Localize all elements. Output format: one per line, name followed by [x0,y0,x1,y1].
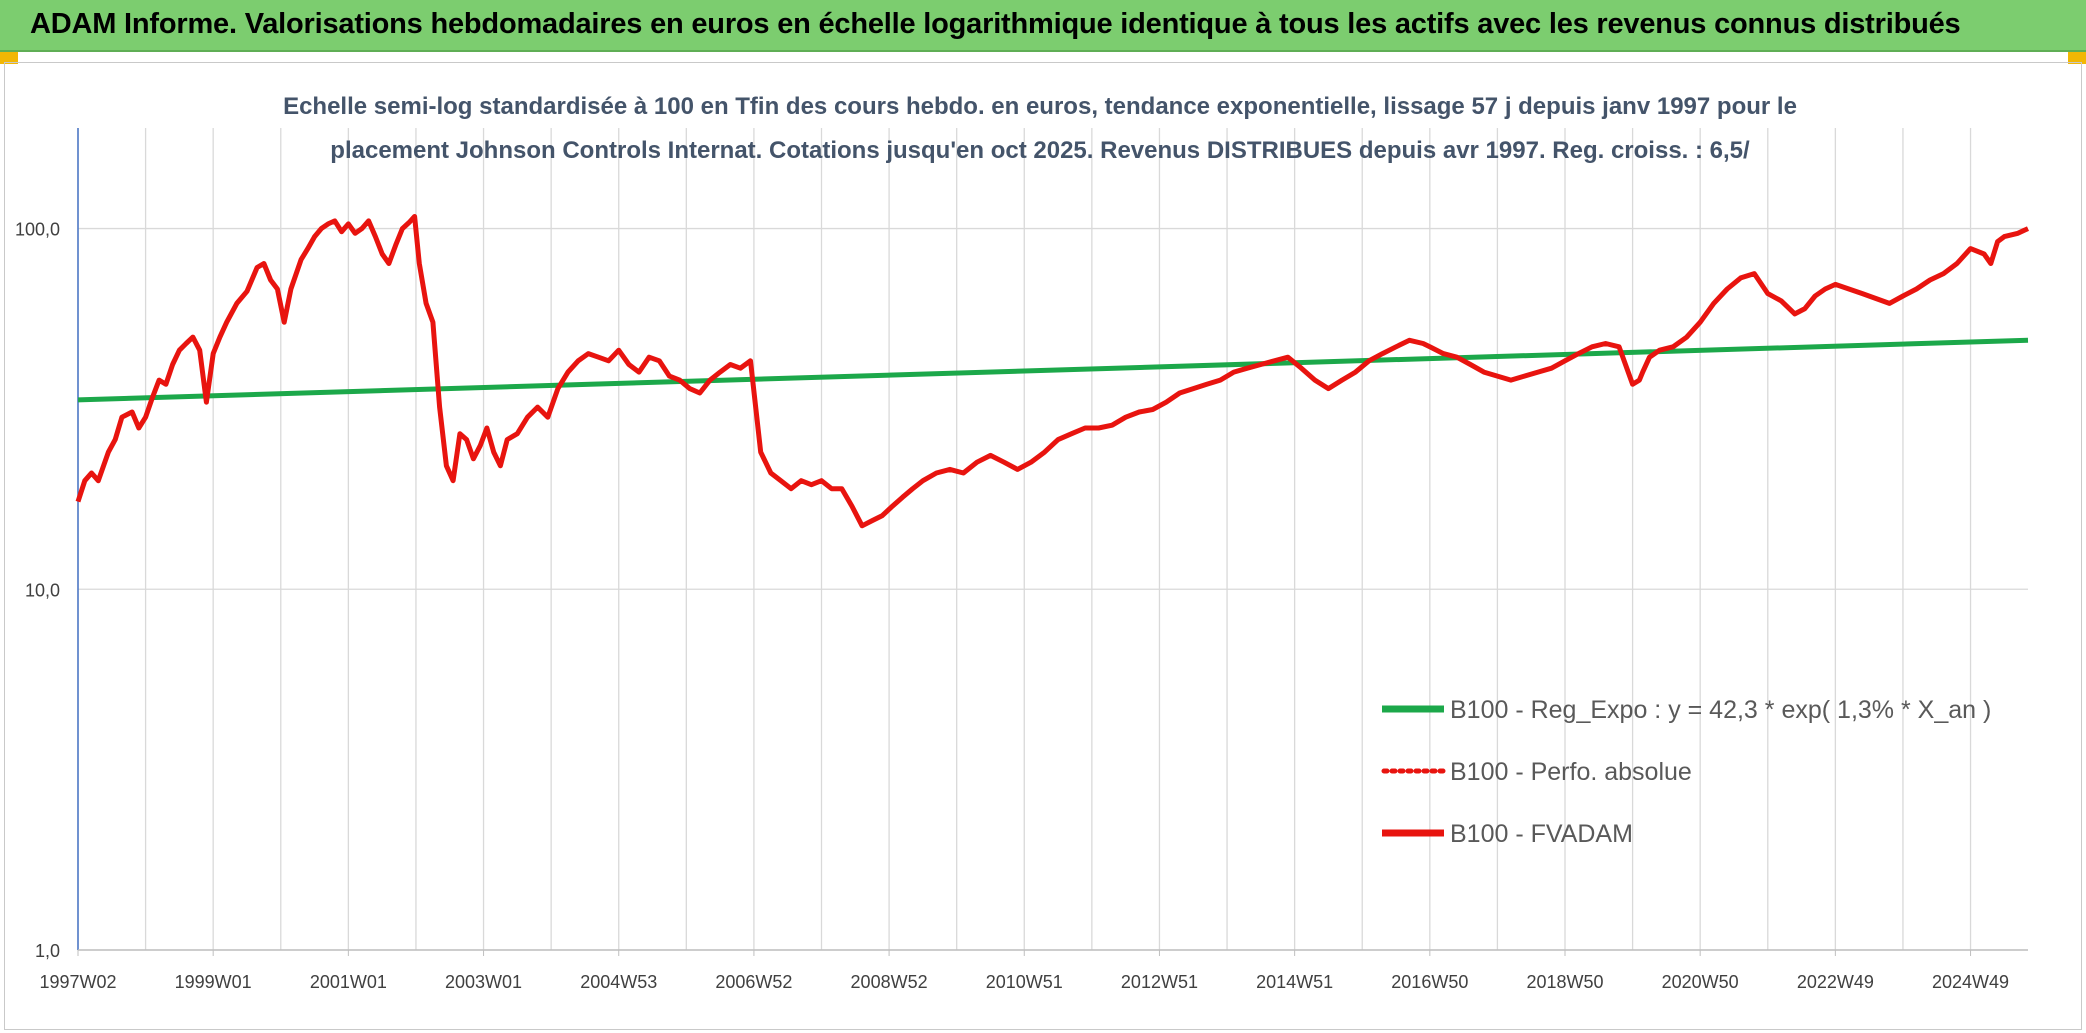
chart-series [75,214,2030,529]
chart-frame [4,62,2082,1030]
x-tick-label: 2003W01 [445,972,522,992]
legend-label-fvadam: B100 - FVADAM [1450,820,1633,848]
report-banner: ADAM Informe. Valorisations hebdomadaire… [0,0,2086,52]
x-tick-label: 2012W51 [1121,972,1198,992]
series-fvadam-line [75,214,2030,529]
x-tick-label: 2018W50 [1526,972,1603,992]
x-tick-label: 1999W01 [175,972,252,992]
chart-subtitle-line-1: Echelle semi-log standardisée à 100 en T… [283,93,1797,120]
y-tick-label: 10,0 [25,580,60,600]
x-tick-label: 1997W02 [39,972,116,992]
x-tick-label: 2020W50 [1662,972,1739,992]
chart-subtitle-line-2: placement Johnson Controls Internat. Cot… [330,137,1750,164]
x-tick-label: 2001W01 [310,972,387,992]
chart-grid [77,128,2028,951]
x-tick-label: 2022W49 [1797,972,1874,992]
x-tick-label: 2010W51 [986,972,1063,992]
corner-marker-right [2068,52,2086,64]
legend-label-regression: B100 - Reg_Expo : y = 42,3 * exp( 1,3% *… [1450,696,1991,724]
corner-marker-left [0,52,18,64]
x-tick-label: 2016W50 [1391,972,1468,992]
y-axis-ticks: 1,0 10,0 100,0 [15,220,60,961]
legend-label-perfo: B100 - Perfo. absolue [1450,758,1692,786]
x-tick-label: 2004W53 [580,972,657,992]
chart-axes [77,128,2028,951]
x-axis-ticks: 1997W02 1999W01 2001W01 2003W01 2004W53 2006W… [39,950,2009,992]
x-tick-label: 2008W52 [851,972,928,992]
report-title: ADAM Informe. Valorisations hebdomadaire… [30,8,1961,40]
series-regression-line [77,337,2029,403]
chart-legend: B100 - Reg_Expo : y = 42,3 * exp( 1,3% *… [1381,696,1991,848]
x-tick-label: 2006W52 [715,972,792,992]
y-tick-label: 1,0 [35,941,60,961]
y-tick-label: 100,0 [15,220,60,240]
x-tick-label: 2014W51 [1256,972,1333,992]
x-tick-label: 2024W49 [1932,972,2009,992]
